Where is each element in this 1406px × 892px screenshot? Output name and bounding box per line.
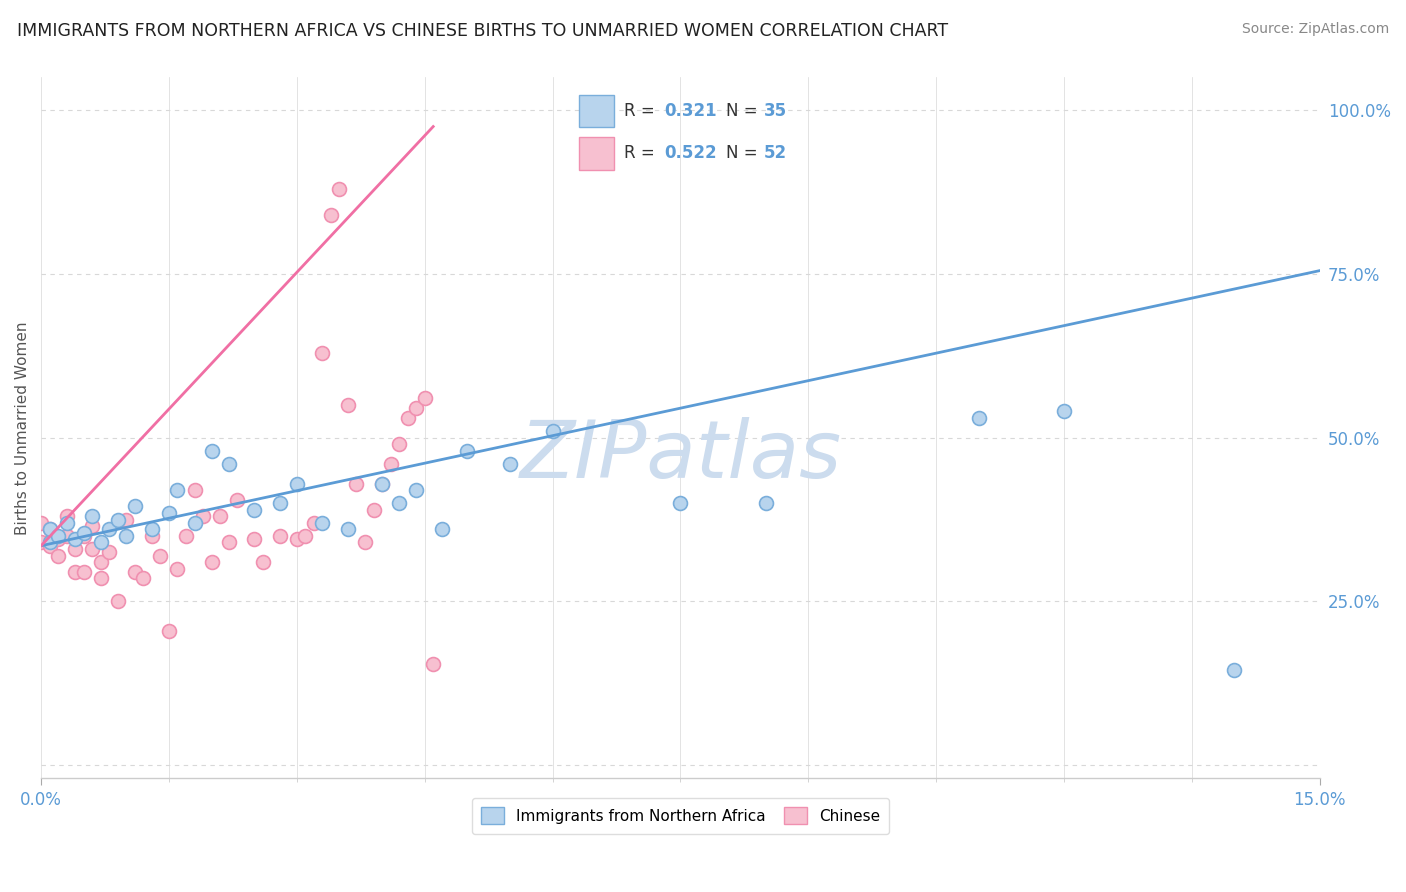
Point <box>63 541 86 556</box>
Point <box>82 541 104 556</box>
Point <box>422 657 444 671</box>
Point <box>218 457 240 471</box>
Point <box>157 506 180 520</box>
Point <box>38 522 60 536</box>
Point <box>115 529 138 543</box>
Point <box>55 529 77 543</box>
Point <box>1053 404 1076 418</box>
Point <box>38 535 60 549</box>
Point <box>157 624 180 638</box>
Point <box>38 522 60 536</box>
Point <box>269 529 291 543</box>
Text: Source: ZipAtlas.com: Source: ZipAtlas.com <box>1241 22 1389 37</box>
Point <box>413 392 436 406</box>
Point <box>311 345 333 359</box>
Legend: Immigrants from Northern Africa, Chinese: Immigrants from Northern Africa, Chinese <box>471 797 889 834</box>
Point <box>209 509 232 524</box>
Point <box>252 555 274 569</box>
Point <box>132 572 155 586</box>
Point <box>149 549 172 563</box>
Point <box>328 182 350 196</box>
Point <box>55 516 77 530</box>
Point <box>363 502 385 516</box>
Point <box>55 509 77 524</box>
Point <box>302 516 325 530</box>
Text: ZIPatlas: ZIPatlas <box>519 417 841 495</box>
Point <box>336 398 359 412</box>
Y-axis label: Births to Unmarried Women: Births to Unmarried Women <box>15 321 30 534</box>
Point <box>46 549 69 563</box>
Point <box>1223 663 1246 677</box>
Point <box>285 476 308 491</box>
Point <box>285 532 308 546</box>
Point <box>380 457 402 471</box>
Point <box>396 411 419 425</box>
Point <box>967 411 990 425</box>
Point <box>183 516 205 530</box>
Point <box>90 572 112 586</box>
Point <box>166 561 188 575</box>
Point <box>98 522 121 536</box>
Point <box>218 535 240 549</box>
Point <box>63 532 86 546</box>
Point <box>669 496 692 510</box>
Point <box>336 522 359 536</box>
Point <box>82 519 104 533</box>
Point <box>73 525 96 540</box>
Text: IMMIGRANTS FROM NORTHERN AFRICA VS CHINESE BIRTHS TO UNMARRIED WOMEN CORRELATION: IMMIGRANTS FROM NORTHERN AFRICA VS CHINE… <box>17 22 948 40</box>
Point <box>98 545 121 559</box>
Point <box>294 529 316 543</box>
Point <box>319 208 342 222</box>
Point <box>311 516 333 530</box>
Point <box>388 496 411 510</box>
Point <box>90 555 112 569</box>
Point <box>405 483 427 497</box>
Point <box>541 424 564 438</box>
Point <box>354 535 377 549</box>
Point <box>200 443 222 458</box>
Point <box>82 509 104 524</box>
Point <box>346 476 368 491</box>
Point <box>430 522 453 536</box>
Point <box>226 492 249 507</box>
Point <box>388 437 411 451</box>
Point <box>183 483 205 497</box>
Point <box>46 532 69 546</box>
Point <box>46 529 69 543</box>
Point <box>456 443 478 458</box>
Point <box>30 516 52 530</box>
Point <box>90 535 112 549</box>
Point <box>174 529 197 543</box>
Point <box>191 509 214 524</box>
Point <box>371 476 394 491</box>
Point <box>115 512 138 526</box>
Point <box>755 496 778 510</box>
Point <box>405 401 427 416</box>
Point <box>30 535 52 549</box>
Point <box>124 565 146 579</box>
Point <box>269 496 291 510</box>
Point <box>73 529 96 543</box>
Point <box>38 539 60 553</box>
Point <box>124 500 146 514</box>
Point <box>200 555 222 569</box>
Point <box>166 483 188 497</box>
Point <box>141 522 163 536</box>
Point <box>63 565 86 579</box>
Point <box>371 476 394 491</box>
Point <box>107 512 129 526</box>
Point <box>499 457 522 471</box>
Point <box>73 565 96 579</box>
Point <box>107 594 129 608</box>
Point <box>243 532 266 546</box>
Point <box>141 529 163 543</box>
Point <box>243 502 266 516</box>
